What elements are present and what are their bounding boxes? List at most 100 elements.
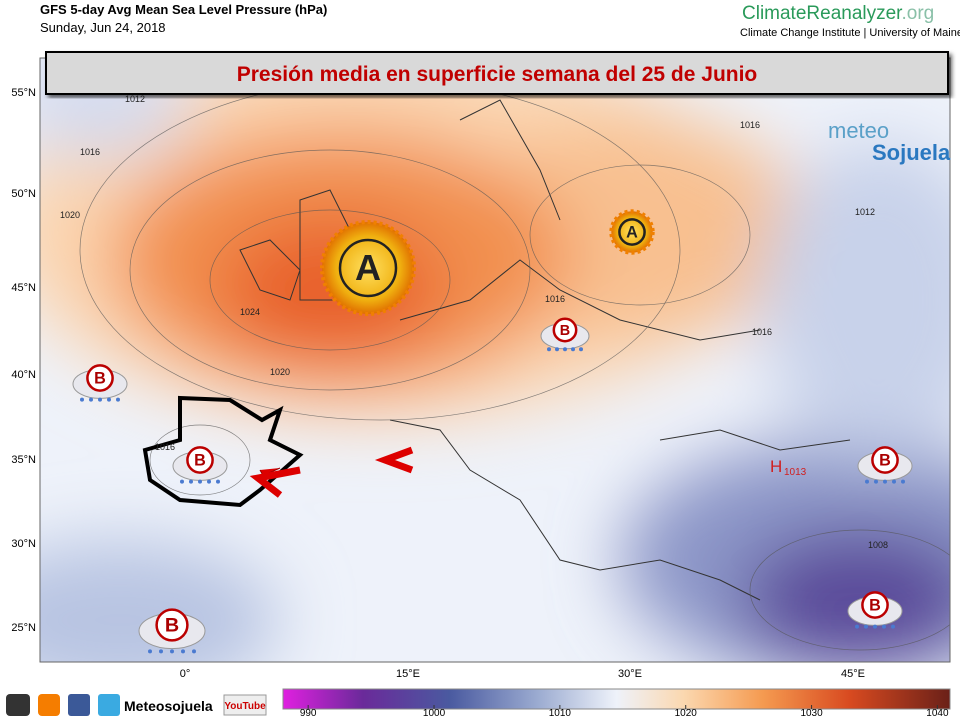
rain-drop: [98, 397, 102, 402]
date: Sunday, Jun 24, 2018: [40, 20, 166, 35]
watermark: meteo: [828, 118, 889, 143]
contour-label: 1020: [270, 367, 290, 377]
lon-label: 15°E: [396, 668, 420, 680]
rain-drop: [563, 347, 567, 352]
lat-label: 35°N: [11, 454, 36, 466]
colorbar-label: 1030: [800, 708, 823, 719]
banner: [45, 51, 949, 95]
lat-label: 45°N: [11, 282, 36, 294]
channel: Meteosojuela: [124, 698, 213, 714]
youtube: YouTube: [224, 701, 266, 712]
center-symbol: B: [165, 615, 179, 637]
lon-label: 0°: [180, 668, 191, 680]
lat-label: 40°N: [11, 369, 36, 381]
affiliation: Climate Change Institute | University of…: [740, 27, 960, 39]
colorbar-label: 1040: [926, 708, 949, 719]
chevron: [374, 446, 414, 474]
rain-drop: [873, 624, 877, 629]
lon-label: 30°E: [618, 668, 642, 680]
youtube-badge: [223, 694, 267, 716]
rain-drop: [159, 649, 163, 654]
chevron: [249, 466, 301, 498]
rain-drop: [891, 624, 895, 629]
iberia-outline: [142, 395, 304, 508]
colorbar-label: 1000: [423, 708, 446, 719]
high-value: 1013: [784, 467, 807, 478]
rain-drop: [107, 397, 111, 402]
rain-drop: [192, 649, 196, 654]
banner-text: Presión media en superficie semana del 2…: [237, 63, 758, 86]
contour-label: 1012: [855, 207, 875, 217]
cycle-arrow: [186, 446, 214, 474]
icon: [38, 694, 60, 716]
rain-drop: [189, 479, 193, 484]
rain-drop: [198, 479, 202, 484]
cycle-arrow: [871, 446, 899, 474]
center-symbol: A: [355, 247, 381, 288]
sun-icon: [320, 220, 416, 316]
rain-drop: [148, 649, 152, 654]
icon: [6, 694, 30, 716]
contour-label: 1024: [240, 307, 260, 317]
map-field: [40, 58, 950, 662]
rain-drop: [571, 347, 575, 352]
rain-drop: [207, 479, 211, 484]
lat-label: 30°N: [11, 538, 36, 550]
contour-label: 1008: [868, 540, 888, 550]
cycle-arrow: [618, 218, 646, 246]
pressure-center: B: [857, 446, 913, 484]
rain-drop: [883, 479, 887, 484]
pressure-center: A: [320, 220, 416, 316]
icon: [98, 694, 120, 716]
rain-drop: [555, 347, 559, 352]
center-symbol: B: [560, 323, 570, 339]
rain-drop: [579, 347, 583, 352]
rain-drop: [180, 479, 184, 484]
rain-drop: [882, 624, 886, 629]
colorbar: [282, 688, 951, 710]
rain-drop: [547, 347, 551, 352]
center-symbol: A: [626, 223, 638, 241]
rain-drop: [874, 479, 878, 484]
pressure-center: B: [172, 446, 228, 484]
icon: [68, 694, 90, 716]
pressure-center: B: [138, 608, 206, 654]
lat-label: 50°N: [11, 188, 36, 200]
center-symbol: B: [869, 596, 881, 614]
contour-label: 1020: [60, 210, 80, 220]
contour-label: 1016: [545, 294, 565, 304]
rain-drop: [216, 479, 220, 484]
rain-drop: [80, 397, 84, 402]
contour-label: 1012: [125, 94, 145, 104]
pressure-center: B: [540, 317, 590, 352]
lat-label: 55°N: [11, 87, 36, 99]
title: GFS 5-day Avg Mean Sea Level Pressure (h…: [40, 2, 327, 17]
cycle-arrow: [552, 317, 578, 343]
center-symbol: B: [194, 451, 206, 469]
cycle-arrow: [338, 238, 398, 298]
center-symbol: B: [879, 451, 891, 469]
pressure-center: B: [72, 364, 128, 402]
rain-drop: [901, 479, 905, 484]
pressure-center: A: [609, 209, 655, 255]
rain-drop: [865, 479, 869, 484]
watermark: Sojuela: [872, 140, 951, 165]
lon-label: 45°E: [841, 668, 865, 680]
rain-drop: [864, 624, 868, 629]
colorbar-label: 1020: [675, 708, 698, 719]
contour-label: 1016: [155, 442, 175, 452]
rain-drop: [855, 624, 859, 629]
sun-icon: [609, 209, 655, 255]
cycle-arrow: [86, 364, 114, 392]
rain-drop: [170, 649, 174, 654]
brand: ClimateReanalyzer.org: [742, 3, 934, 24]
high-label: H: [770, 457, 782, 476]
center-symbol: B: [94, 369, 106, 387]
colorbar-label: 990: [300, 708, 317, 719]
colorbar-label: 1010: [549, 708, 572, 719]
lat-label: 25°N: [11, 622, 36, 634]
rain-drop: [116, 397, 120, 402]
rain-drop: [181, 649, 185, 654]
contour-label: 1016: [80, 147, 100, 157]
cycle-arrow: [861, 591, 889, 619]
